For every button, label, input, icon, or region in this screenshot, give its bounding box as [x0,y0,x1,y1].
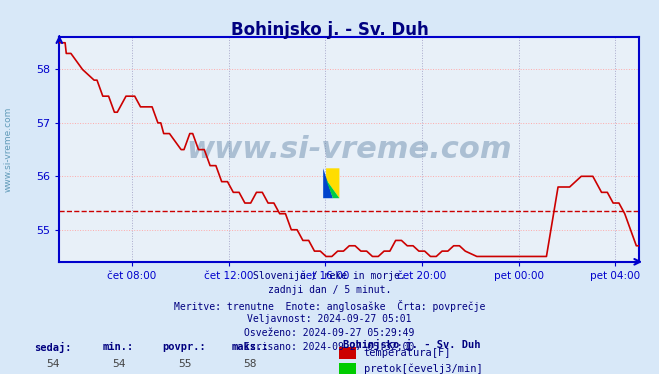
Polygon shape [326,180,339,198]
Text: temperatura[F]: temperatura[F] [364,349,451,358]
Text: min.:: min.: [103,342,134,352]
Polygon shape [326,168,339,198]
Text: zadnji dan / 5 minut.: zadnji dan / 5 minut. [268,285,391,295]
Text: Meritve: trenutne  Enote: anglosaške  Črta: povprečje: Meritve: trenutne Enote: anglosaške Črta… [174,300,485,312]
Text: 54: 54 [46,359,59,369]
Text: Bohinjsko j. - Sv. Duh: Bohinjsko j. - Sv. Duh [343,338,480,349]
Text: Izrisano: 2024-09-27 05:32:00: Izrisano: 2024-09-27 05:32:00 [244,342,415,352]
Text: 54: 54 [112,359,125,369]
Text: Veljavnost: 2024-09-27 05:01: Veljavnost: 2024-09-27 05:01 [247,314,412,324]
Text: Bohinjsko j. - Sv. Duh: Bohinjsko j. - Sv. Duh [231,21,428,39]
Text: pretok[čevelj3/min]: pretok[čevelj3/min] [364,364,482,374]
Text: www.si-vreme.com: www.si-vreme.com [186,135,512,164]
Text: povpr.:: povpr.: [163,342,206,352]
Text: www.si-vreme.com: www.si-vreme.com [3,107,13,192]
Text: Slovenija / reke in morje.: Slovenija / reke in morje. [253,271,406,281]
Text: 55: 55 [178,359,191,369]
Text: 58: 58 [244,359,257,369]
Text: sedaj:: sedaj: [34,342,71,353]
Text: maks.:: maks.: [232,342,269,352]
Polygon shape [323,168,333,198]
Text: Osveženo: 2024-09-27 05:29:49: Osveženo: 2024-09-27 05:29:49 [244,328,415,338]
